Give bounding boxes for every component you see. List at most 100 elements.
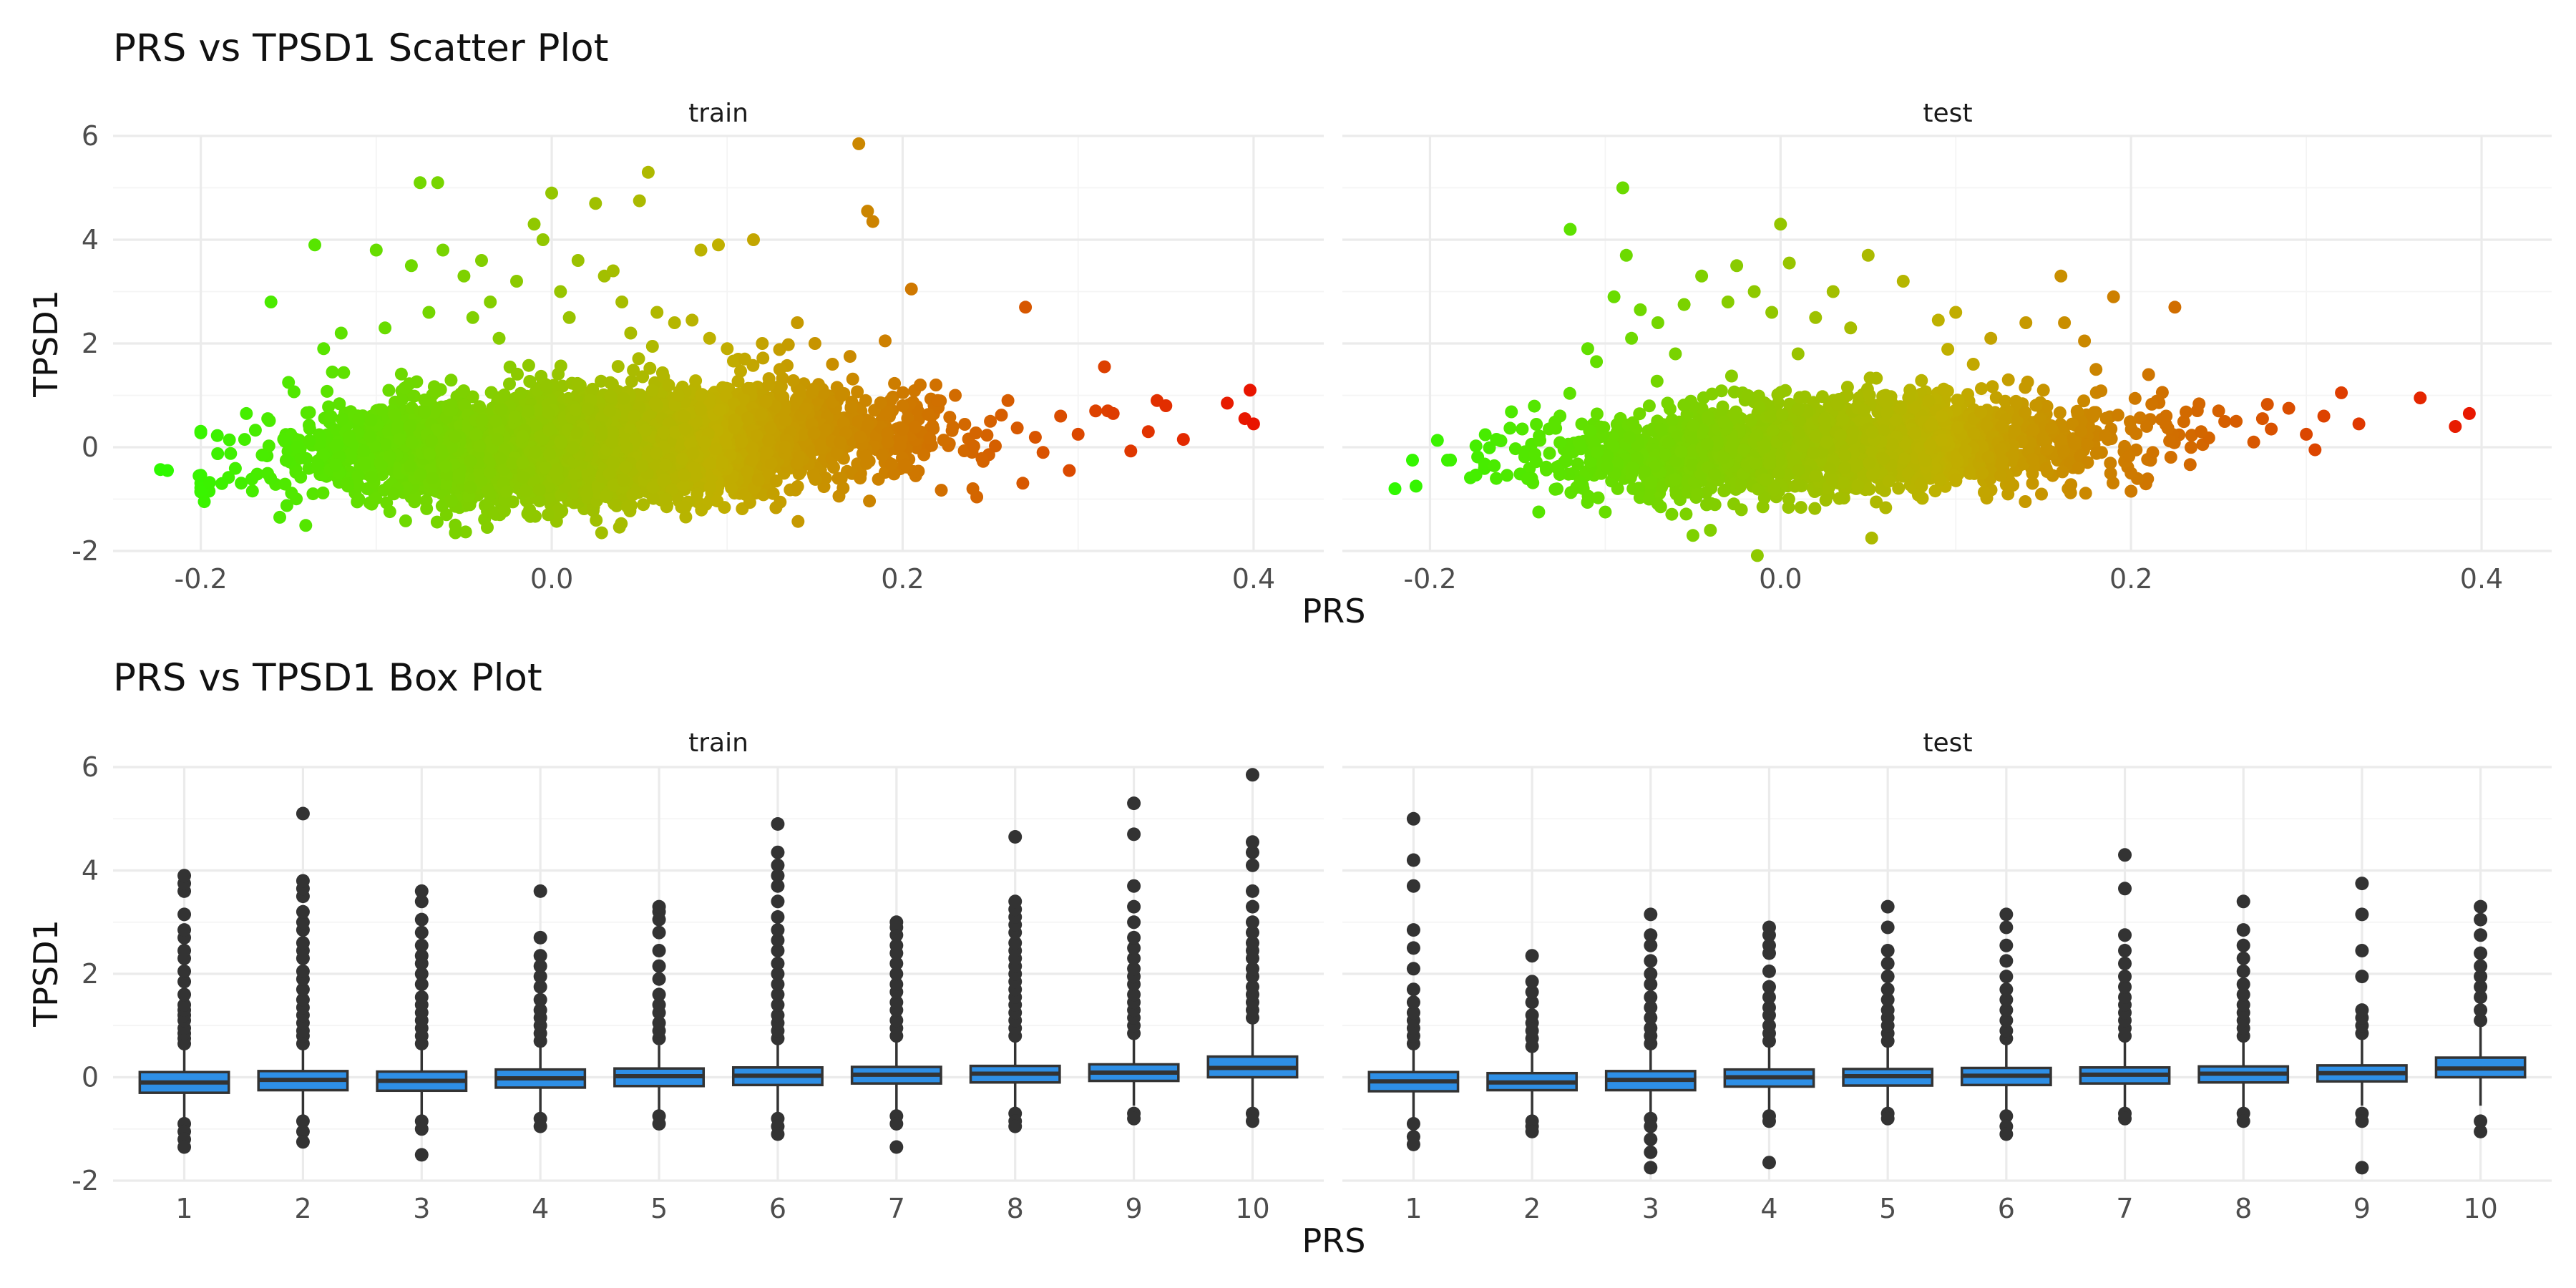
scatter-point bbox=[306, 487, 320, 501]
scatter-point bbox=[330, 439, 343, 452]
scatter-point bbox=[540, 380, 553, 394]
scatter-point bbox=[586, 382, 600, 396]
scatter-point bbox=[430, 385, 444, 398]
scatter-point bbox=[888, 376, 902, 390]
scatter-point bbox=[317, 449, 331, 462]
scatter-point bbox=[394, 367, 408, 381]
scatter-point bbox=[615, 517, 628, 530]
scatter-point bbox=[223, 433, 236, 447]
scatter-point bbox=[388, 408, 401, 421]
scatter-point bbox=[280, 499, 293, 512]
scatter-point bbox=[922, 408, 935, 421]
scatter-point bbox=[395, 393, 409, 406]
scatter-point bbox=[709, 442, 723, 456]
scatter-point bbox=[263, 414, 276, 427]
scatter-point bbox=[459, 525, 472, 539]
scatter-point bbox=[876, 449, 889, 462]
scatter-point bbox=[924, 421, 937, 435]
scatter-point bbox=[248, 424, 262, 437]
scatter-point bbox=[498, 504, 511, 517]
scatter-point bbox=[764, 457, 778, 470]
scatter-point bbox=[766, 487, 780, 500]
scatter-point bbox=[764, 421, 777, 435]
scatter-point bbox=[844, 400, 858, 414]
scatter-point bbox=[786, 374, 800, 387]
scatter-point bbox=[606, 426, 620, 439]
scatter-point bbox=[731, 374, 745, 388]
scatter-point bbox=[523, 503, 537, 517]
scatter-point bbox=[665, 483, 679, 497]
scatter-point bbox=[554, 359, 567, 373]
scatter-point bbox=[532, 404, 545, 417]
scatter-point bbox=[859, 394, 872, 407]
scatter-point bbox=[799, 402, 813, 416]
scatter-point bbox=[912, 404, 925, 418]
scatter-point bbox=[590, 514, 603, 527]
scatter-point bbox=[343, 450, 356, 464]
scatter-point bbox=[245, 484, 259, 498]
scatter-point bbox=[194, 426, 208, 439]
scatter-point bbox=[595, 526, 608, 540]
scatter-point bbox=[358, 458, 371, 472]
scatter-point bbox=[819, 472, 832, 485]
scatter-point bbox=[930, 379, 942, 391]
scatter-point bbox=[522, 358, 535, 372]
scatter-point bbox=[759, 395, 773, 409]
scatter-point bbox=[741, 381, 755, 395]
scatter-point bbox=[862, 418, 875, 431]
scatter-point bbox=[337, 366, 351, 379]
scatter-point bbox=[627, 364, 640, 377]
scatter-point bbox=[893, 439, 907, 453]
scatter-point bbox=[725, 481, 738, 494]
scatter-point bbox=[632, 352, 645, 366]
scatter-point bbox=[329, 458, 343, 472]
scatter-point bbox=[567, 486, 581, 499]
scatter-point bbox=[781, 338, 795, 351]
scatter-point bbox=[571, 376, 584, 390]
scatter-point bbox=[958, 418, 972, 431]
scatter-point bbox=[303, 422, 316, 435]
scatter-point bbox=[806, 383, 819, 396]
scatter-point bbox=[769, 474, 783, 488]
scatter-point bbox=[1028, 431, 1042, 444]
scatter-point bbox=[645, 340, 659, 353]
scatter-point bbox=[872, 472, 885, 486]
scatter-point bbox=[603, 376, 617, 389]
scatter-point bbox=[643, 361, 657, 375]
scatter-point bbox=[975, 452, 989, 465]
scatter-panel-train: -0.2 0.0 0.2 0.4 bbox=[113, 135, 1324, 595]
scatter-point bbox=[484, 386, 498, 399]
scatter-point bbox=[718, 501, 731, 514]
scatter-point bbox=[457, 384, 470, 398]
scatter-point bbox=[552, 502, 565, 516]
scatter-point bbox=[611, 360, 625, 374]
scatter-facet-label-test: test bbox=[1923, 99, 1972, 128]
scatter-point bbox=[313, 428, 326, 441]
scatter-point bbox=[1010, 421, 1024, 435]
scatter-point bbox=[481, 521, 494, 534]
scatter-point bbox=[734, 364, 747, 378]
scatter-point bbox=[901, 411, 914, 425]
scatter-point bbox=[473, 400, 487, 414]
scatter-point bbox=[379, 438, 392, 451]
scatter-point bbox=[633, 389, 647, 401]
scatter-point bbox=[287, 385, 301, 399]
scatter-point bbox=[846, 372, 859, 386]
scatter-point bbox=[791, 514, 805, 528]
scatter-point bbox=[405, 436, 419, 449]
scatter-point bbox=[445, 494, 459, 508]
scatter-point bbox=[645, 384, 659, 397]
scatter-point bbox=[969, 426, 982, 439]
scatter-point bbox=[224, 447, 238, 460]
scatter-point bbox=[678, 500, 692, 514]
scatter-point bbox=[851, 385, 864, 399]
scatter-point bbox=[884, 457, 898, 471]
scatter-point bbox=[756, 488, 770, 502]
scatter-point bbox=[909, 421, 922, 434]
scatter-point bbox=[769, 501, 783, 514]
scatter-point bbox=[262, 439, 275, 453]
scatter-point bbox=[443, 404, 457, 417]
scatter-point bbox=[375, 403, 389, 416]
scatter-point bbox=[464, 480, 477, 494]
